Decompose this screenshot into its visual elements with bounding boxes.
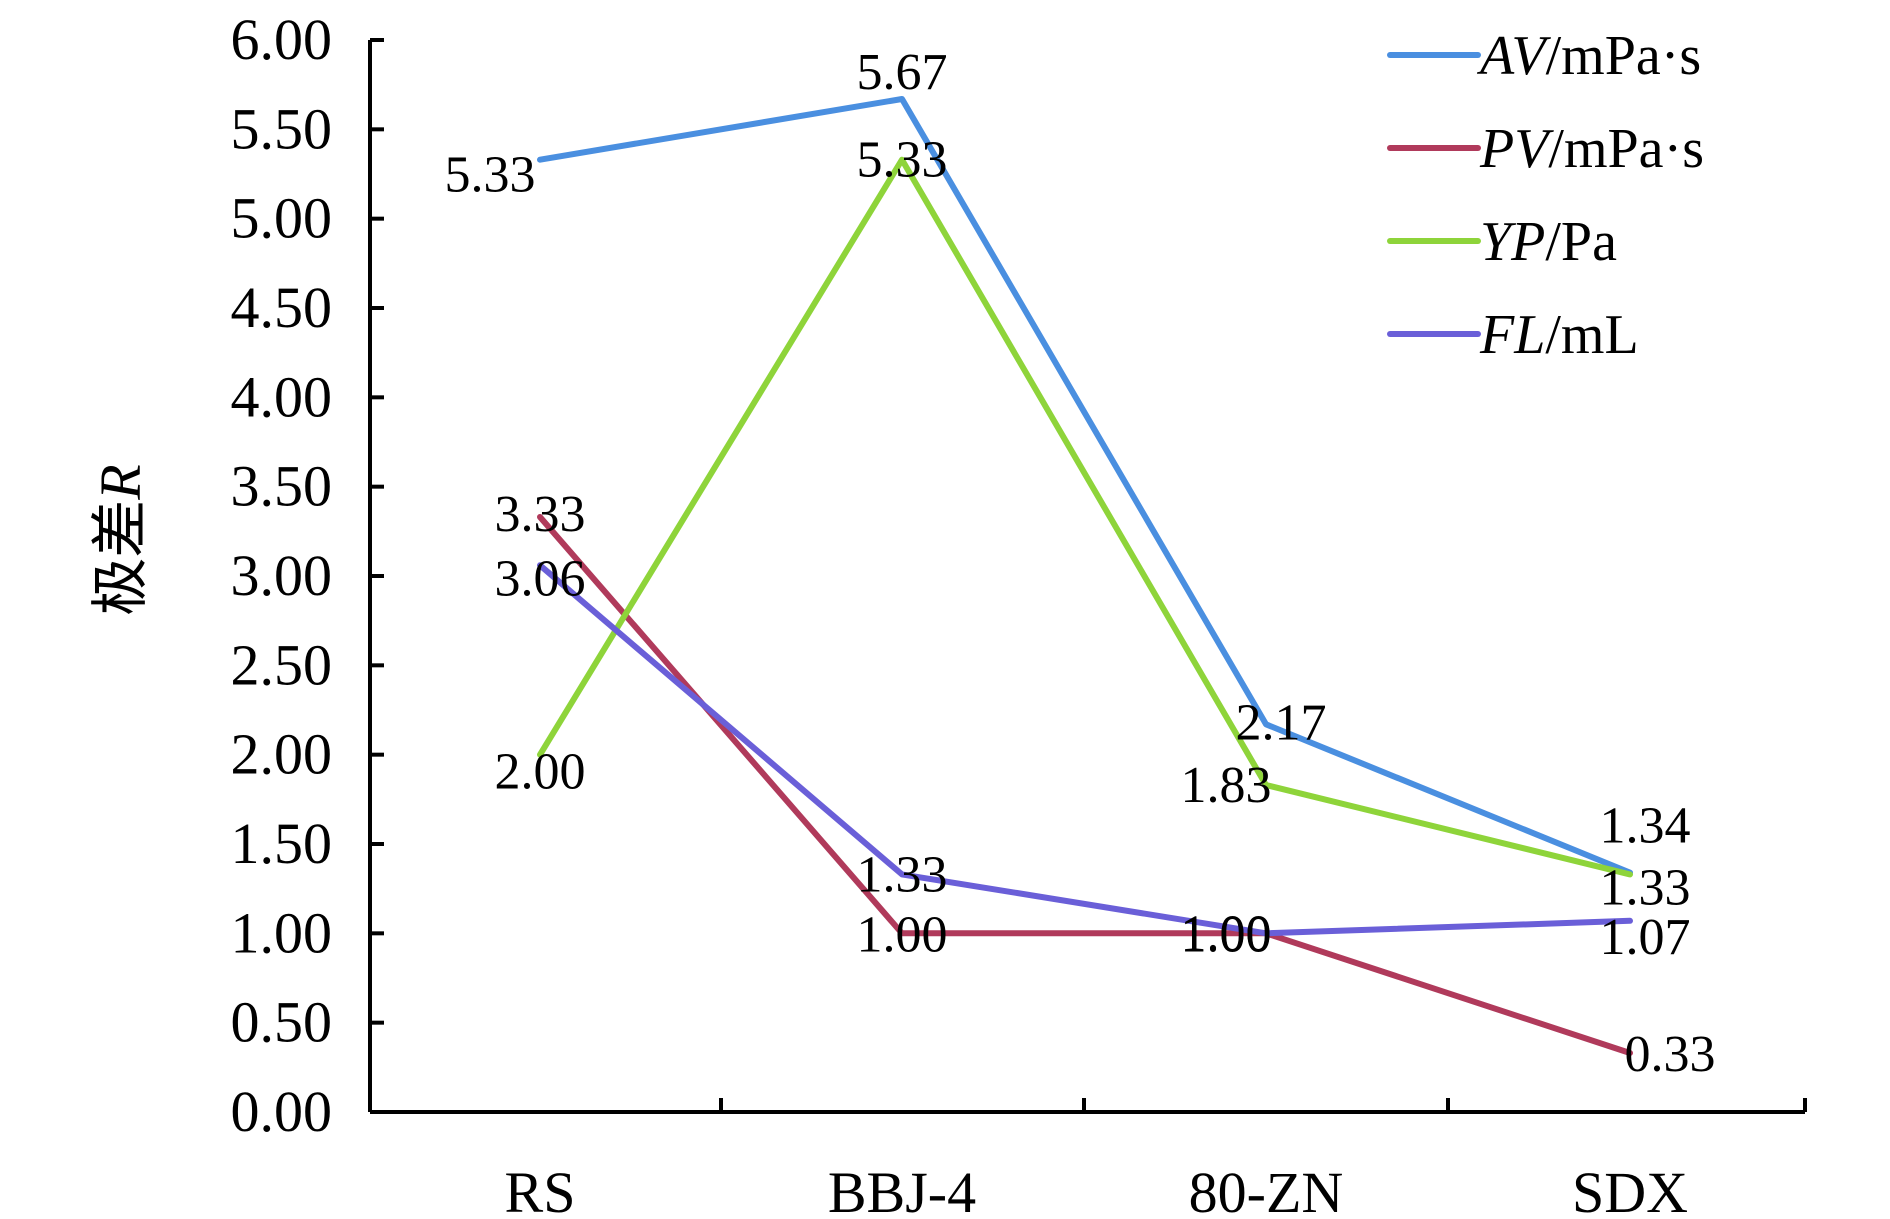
- legend-entry-av: AV/mPa·s: [1476, 25, 1701, 87]
- data-label-av: 5.67: [857, 44, 948, 101]
- legend-entry-pv: PV/mPa·s: [1479, 118, 1704, 180]
- y-tick-label: 0.00: [231, 1079, 333, 1144]
- legend-variable: YP: [1480, 211, 1545, 273]
- legend-unit: /mL: [1545, 304, 1638, 366]
- legend-unit: /mPa·s: [1546, 25, 1702, 87]
- data-label-fl: 1.00: [1181, 905, 1272, 962]
- y-tick-label: 4.00: [231, 364, 333, 429]
- data-label-fl: 1.33: [857, 846, 948, 903]
- series-line-fl: [537, 562, 1633, 937]
- legend-unit: /mPa·s: [1548, 118, 1704, 180]
- data-label-yp: 2.00: [495, 744, 586, 801]
- x-category-label: RS: [505, 1160, 576, 1219]
- y-tick-label: 5.00: [231, 186, 333, 251]
- y-tick-label: 1.00: [231, 900, 333, 965]
- y-tick-label: 3.50: [231, 454, 333, 519]
- series-lines: [537, 96, 1633, 1056]
- data-label-av: 5.33: [445, 147, 536, 204]
- data-label-yp: 1.33: [1600, 859, 1691, 916]
- legend-variable: FL: [1479, 304, 1545, 366]
- y-tick-label: 0.50: [231, 990, 333, 1055]
- legend-unit: /Pa: [1545, 211, 1617, 273]
- series-line-av: [537, 96, 1633, 876]
- legend-entry-fl: FL/mL: [1479, 304, 1639, 366]
- data-label-fl: 3.06: [495, 550, 586, 607]
- data-label-pv: 1.00: [1181, 906, 1272, 963]
- y-axis-title-variable: R: [88, 464, 153, 500]
- y-tick-label: 3.00: [231, 543, 333, 608]
- y-tick-label: 6.00: [231, 7, 333, 72]
- x-category-label: SDX: [1572, 1160, 1688, 1219]
- series-line-yp: [537, 156, 1633, 878]
- data-label-pv: 3.33: [495, 486, 586, 543]
- y-tick-label: 5.50: [231, 96, 333, 161]
- data-label-pv: 1.00: [857, 906, 948, 963]
- y-axis-title: 极差R: [88, 464, 153, 615]
- data-label-yp: 1.83: [1181, 757, 1272, 814]
- data-label-pv: 0.33: [1625, 1026, 1716, 1083]
- legend-variable: PV: [1479, 118, 1554, 180]
- legend-variable: AV: [1476, 25, 1551, 87]
- data-label-fl: 1.07: [1600, 909, 1691, 966]
- data-label-av: 1.34: [1600, 798, 1691, 855]
- x-category-label: BBJ-4: [828, 1160, 976, 1219]
- y-tick-label: 1.50: [231, 811, 333, 876]
- legend-entry-yp: YP/Pa: [1480, 211, 1617, 273]
- y-axis-title-text: 极差: [88, 500, 153, 616]
- axes: 0.00 0.50 1.00 1.50 2.00 2.50 3.00 3.50 4.00 4.50…: [231, 7, 1807, 1219]
- y-tick-label: 2.50: [231, 632, 333, 697]
- data-label-yp: 5.33: [857, 132, 948, 189]
- data-label-av: 2.17: [1236, 694, 1327, 751]
- y-tick-label: 2.00: [231, 722, 333, 787]
- series-line-pv: [537, 514, 1633, 1056]
- y-tick-label: 4.50: [231, 275, 333, 340]
- x-category-label: 80-ZN: [1189, 1160, 1344, 1219]
- data-labels: 5.33 5.67 2.17 1.34 3.33 1.00 1.00 0.33 2.00 5.33…: [445, 44, 1716, 1083]
